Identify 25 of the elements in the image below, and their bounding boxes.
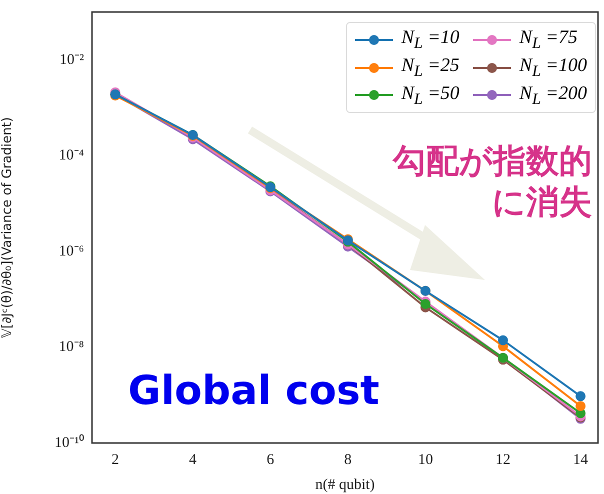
y-tick-label: 10⁻⁸ [58,339,84,356]
y-tick-label: 10⁻¹⁰ [54,434,84,451]
y-tick-label: 10⁻⁶ [58,243,84,260]
point [498,335,508,346]
legend-label: N$_{L}$ =100 [519,54,587,81]
annotation: 勾配が指数的に消失 [391,140,592,222]
point [576,391,586,402]
point [576,401,586,412]
x-tick-label: 4 [189,452,198,468]
legend-label: N$_{L}$ =200 [519,82,587,108]
legend-label: N$_{L}$ =25 [401,54,460,81]
y-tick-label: 10⁻² [60,52,84,68]
x-tick-label: 10 [418,452,433,468]
x-tick-label: 2 [112,452,120,468]
x-tick-label: 14 [573,452,589,468]
legend-label: N$_{L}$ =50 [401,82,460,108]
x-axis-title: n(# qubit) [315,476,375,493]
y-axis-title: 𝕍[∂Jᶜ(θ)/∂θ₀](Variance of Gradient) [0,117,16,338]
legend-label: N$_{L}$ =10 [401,27,460,53]
y-tick-label: 10⁻⁴ [58,148,84,164]
x-tick-label: 6 [266,452,275,468]
annotation: Global cost [128,368,380,414]
legend-label: N$_{L}$ =75 [519,27,578,53]
x-tick-label: 12 [496,452,511,468]
x-tick-label: 8 [344,452,352,468]
